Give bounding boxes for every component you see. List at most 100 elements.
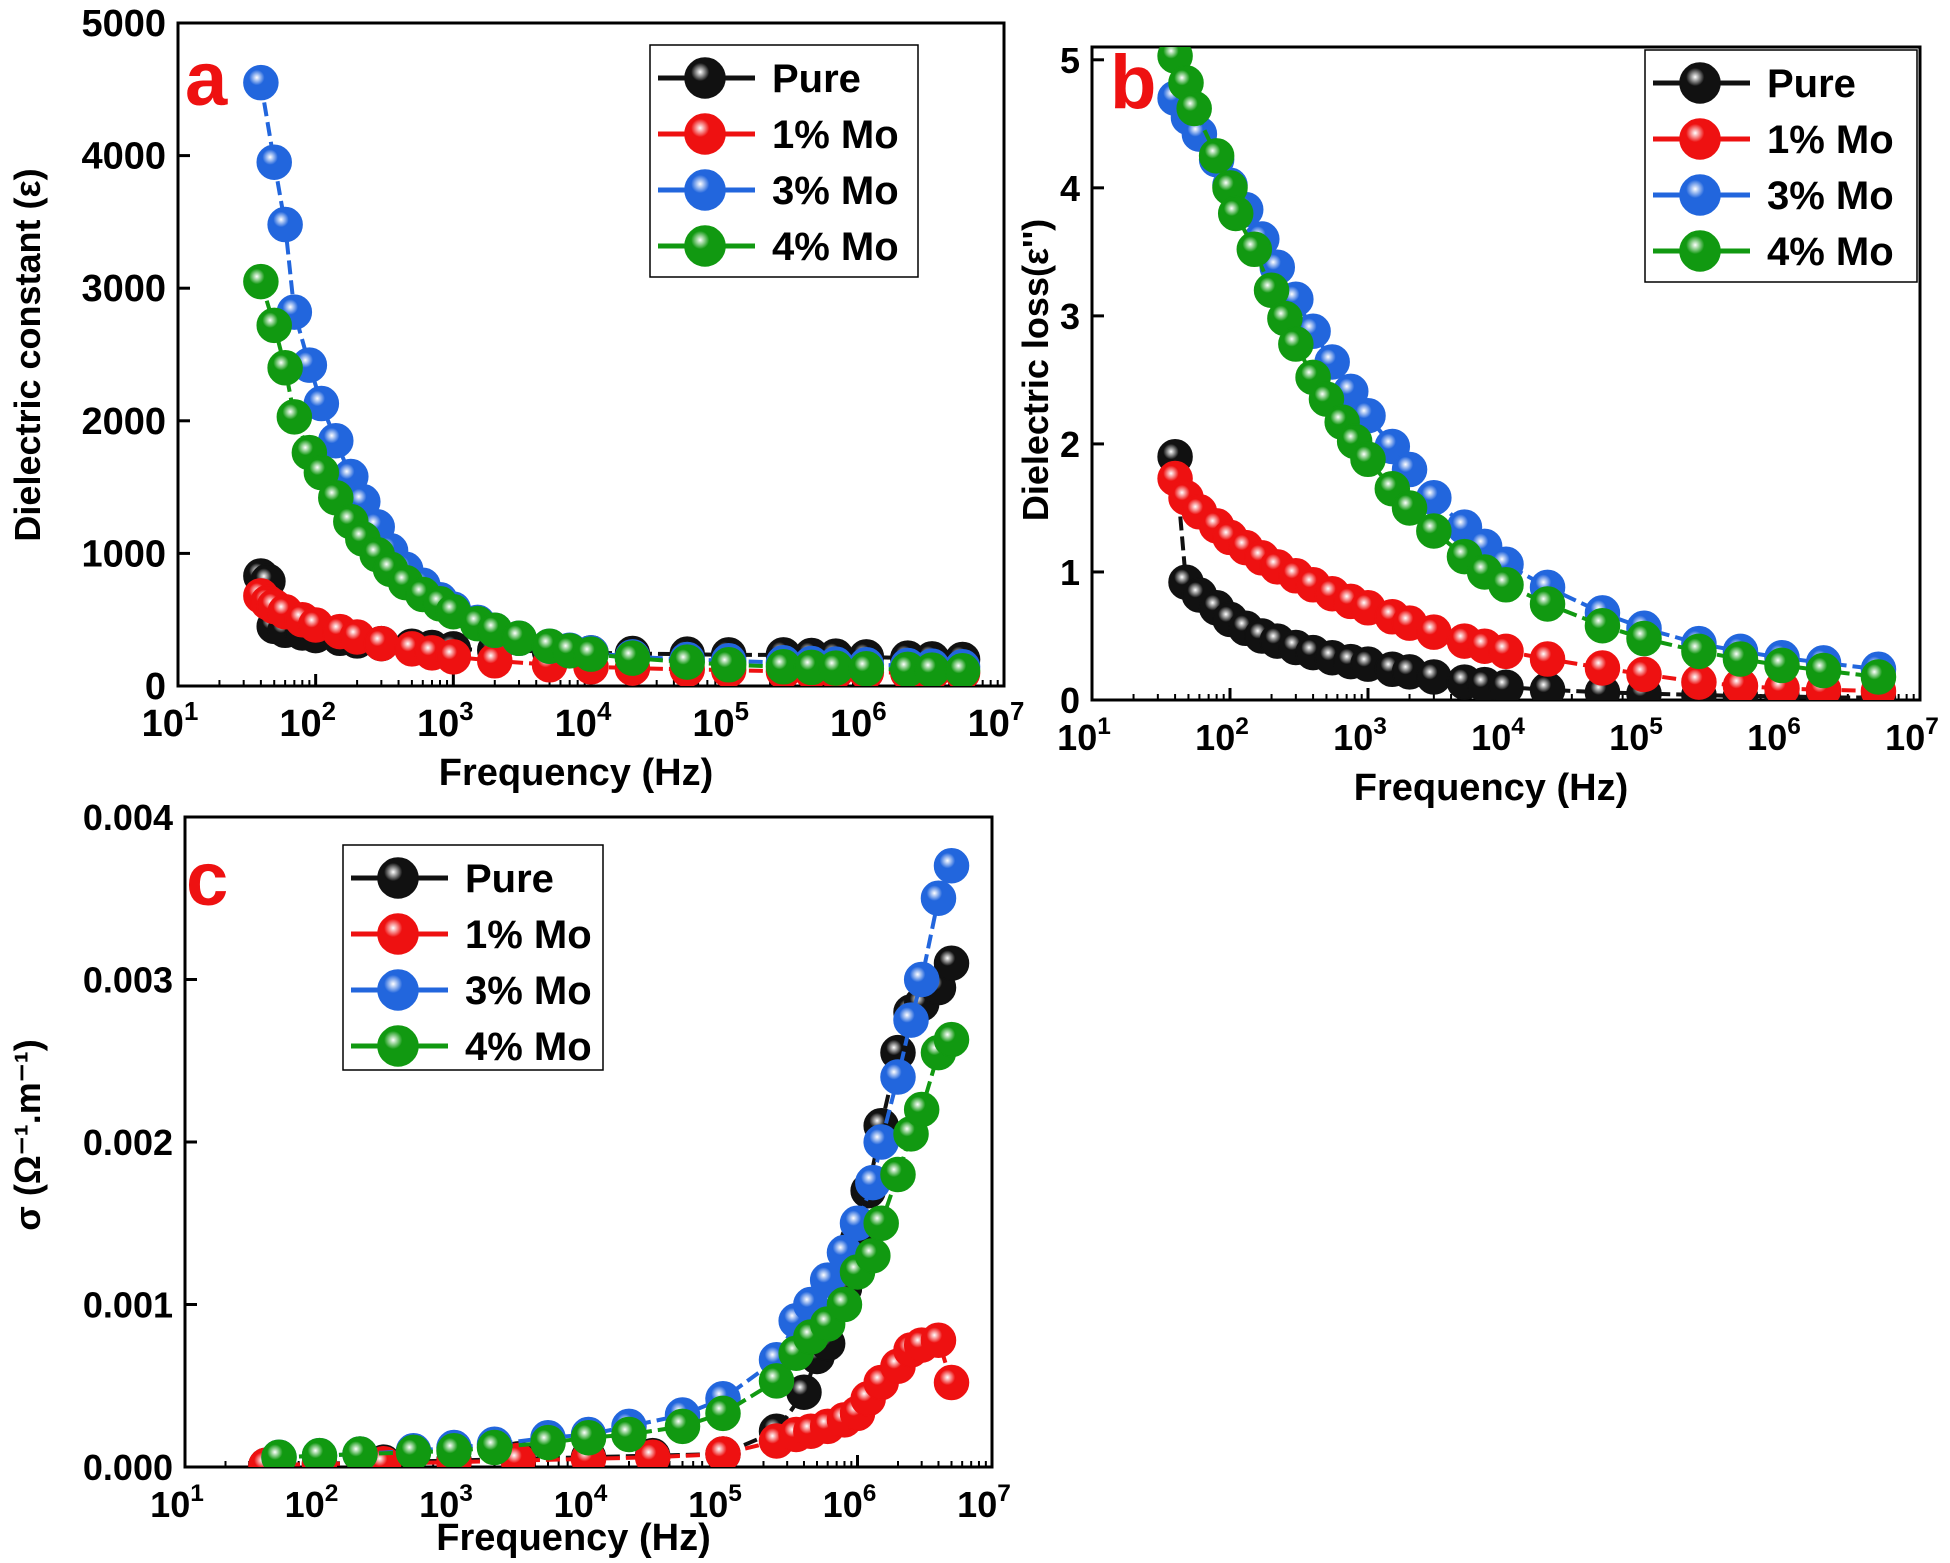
panel-label-c: c [186,837,228,922]
legend-marker-3 [684,225,726,267]
x-axis-c: 101 102 103 104 105 106 107 [150,1455,1011,1525]
data-point-21 [614,640,651,676]
data-point-19 [880,1059,916,1095]
data-point-1 [256,307,292,344]
legend-marker-3 [377,1025,419,1067]
data-point-8 [611,1416,647,1453]
y-axis-label-c: σ (Ω⁻¹.m⁻¹) [7,1039,48,1230]
legend-label-3: 4% Mo [465,1025,592,1069]
data-point-2 [1176,90,1212,127]
data-point-23 [933,1021,970,1058]
data-point-15 [1416,614,1452,650]
legend-marker-3 [1679,230,1721,272]
y-tick-label-a-3: 3000 [81,268,166,310]
x-axis-label-b: Frequency (Hz) [1354,767,1628,809]
y-tick-label-b-3: 3 [1060,296,1080,337]
x-axis-a: 101 102 103 104 105 106 107 [142,674,1025,745]
legend-label-1: 1% Mo [772,113,899,157]
x-tick-label-c-5: 106 [823,1480,877,1525]
data-point-14 [1350,441,1386,478]
x-tick-label-a-6: 107 [968,698,1025,745]
panel-label-b: b [1110,40,1156,125]
data-point-1 [301,1437,338,1467]
data-point-8 [363,625,400,662]
data-point-19 [1529,672,1566,700]
legend-marker-0 [1679,62,1721,104]
y-axis-label-b: Dielectric loss(ε'') [1015,219,1056,521]
data-point-19 [920,1322,957,1358]
y-tick-label-b-1: 1 [1060,552,1080,593]
data-point-22 [1681,664,1717,700]
data-point-21 [1529,586,1566,622]
data-point-20 [1488,567,1524,603]
series-b-4mo [1157,47,1897,695]
x-axis-label-c: Frequency (Hz) [436,1517,710,1559]
x-tick-label-a-3: 104 [555,698,612,745]
legend-label-1: 1% Mo [1767,118,1894,162]
data-point-11 [435,639,472,675]
x-axis-label-a: Frequency (Hz) [439,752,713,794]
y-tick-label-a-0: 0 [145,666,166,708]
data-point-30 [944,653,981,686]
data-point-18 [863,1205,899,1241]
data-point-3 [395,1434,432,1467]
y-tick-label-a-1: 1000 [81,533,166,575]
y-tick-label-b-4: 4 [1060,168,1080,209]
y-axis-b: 0 1 2 3 4 5 [1060,40,1104,721]
legend-label-0: Pure [465,857,554,901]
data-point-19 [1529,641,1566,677]
y-tick-label-c-4: 0.004 [83,797,173,838]
data-point-27 [1805,652,1842,689]
data-point-17 [1416,513,1452,549]
x-tick-label-b-6: 107 [1885,713,1939,758]
data-point-20 [933,1364,970,1401]
data-point-19 [880,1156,916,1193]
data-point-20 [893,1002,929,1038]
y-tick-label-a-4: 4000 [81,136,166,178]
data-point-4 [436,1433,472,1467]
legend-label-2: 3% Mo [1767,174,1894,218]
y-axis-label-a: Dielectric constant (ε) [7,168,48,541]
data-point-28 [1860,659,1897,695]
data-point-7 [570,1420,607,1456]
data-point-17 [855,1238,891,1274]
x-tick-label-a-4: 105 [692,698,749,745]
x-tick-label-b-4: 105 [1609,713,1663,758]
data-point-10 [705,1395,741,1432]
data-point-11 [758,1363,795,1399]
x-tick-label-c-1: 102 [285,1480,339,1525]
x-tick-label-c-2: 103 [419,1480,473,1525]
data-point-9 [1278,326,1314,362]
data-point-18 [863,1124,899,1160]
series-b-1mo [1157,460,1897,700]
data-point-24 [1681,633,1717,670]
panel-label-a: a [185,37,228,122]
chart-a: 101 102 103 104 105 106 107 Frequency (Hz) 0 1000… [7,3,1024,794]
y-tick-label-b-5: 5 [1060,40,1080,81]
data-point-9 [664,1408,701,1445]
legend-label-3: 4% Mo [772,225,899,269]
data-point-23 [1626,620,1662,657]
legend-marker-0 [684,57,726,99]
data-point-25 [1722,641,1759,677]
data-point-6 [634,1439,671,1467]
y-tick-label-c-3: 0.003 [83,960,173,1001]
data-point-2 [342,1436,378,1467]
legend-marker-1 [1679,118,1721,160]
legend-label-0: Pure [772,57,861,101]
x-tick-label-c-0: 101 [150,1480,204,1525]
legend-marker-1 [377,913,419,955]
data-point-23 [710,647,747,683]
data-point-6 [1236,231,1273,268]
y-axis-c: 0.000 0.001 0.002 0.003 0.004 [83,797,197,1488]
data-point-18 [1488,669,1524,700]
legend-c: Pure 1% Mo 3% Mo 4% Mo [342,844,604,1071]
data-point-26 [818,650,854,686]
data-point-1 [256,144,292,180]
y-tick-label-c-1: 0.001 [83,1285,173,1326]
x-tick-label-b-2: 103 [1333,713,1387,758]
data-point-22 [1584,607,1621,644]
x-tick-label-b-5: 106 [1747,713,1801,758]
data-point-2 [267,206,303,243]
x-tick-label-b-0: 101 [1057,713,1111,758]
